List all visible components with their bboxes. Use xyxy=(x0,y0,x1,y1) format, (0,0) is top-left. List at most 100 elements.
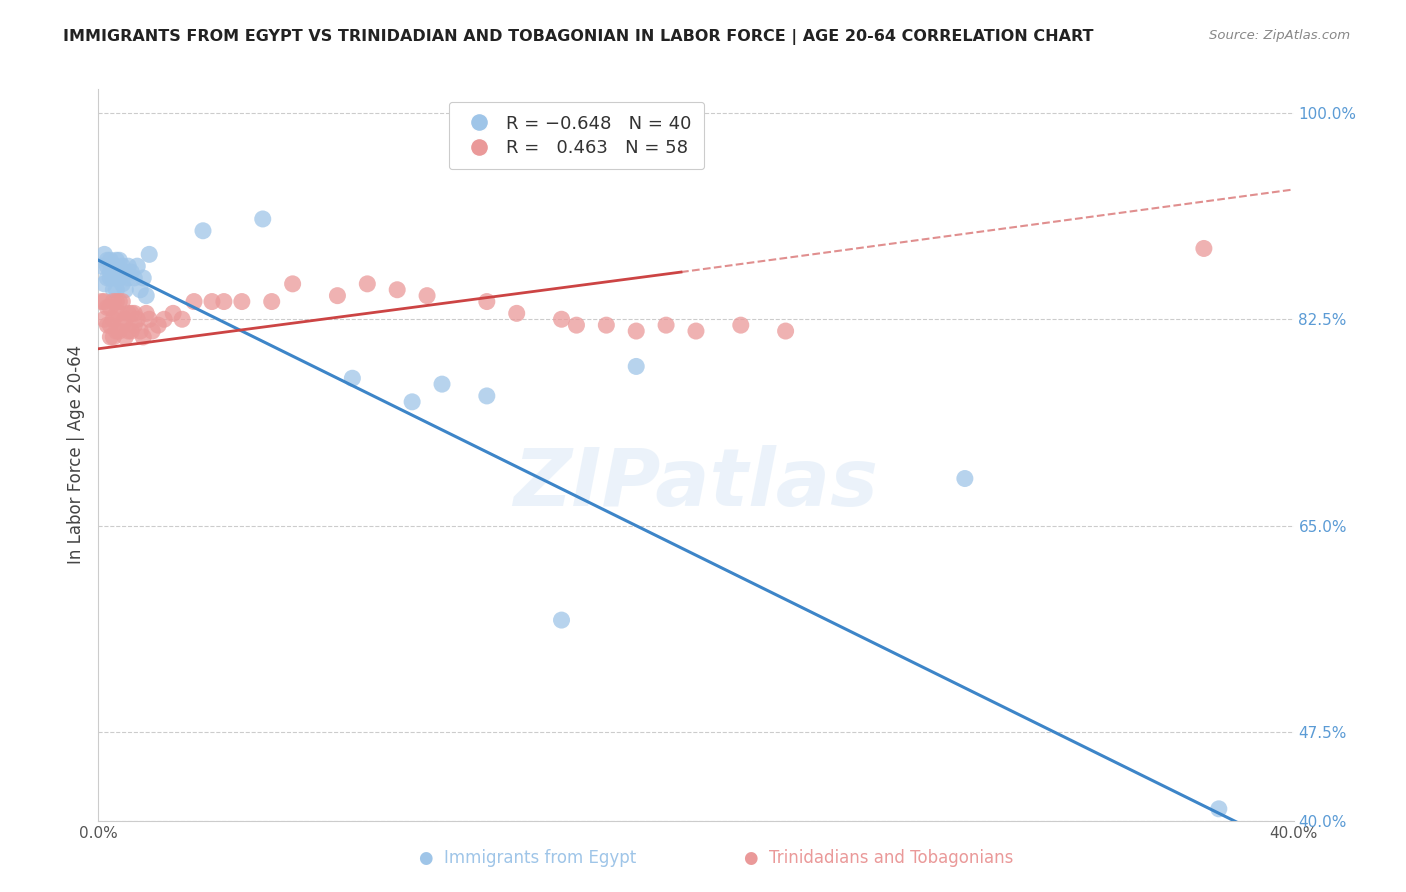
Point xyxy=(135,288,157,302)
Point xyxy=(93,312,115,326)
Point xyxy=(108,294,131,309)
Point xyxy=(103,330,125,344)
Point xyxy=(96,318,118,333)
Text: ●  Immigrants from Egypt: ● Immigrants from Egypt xyxy=(419,849,636,867)
Point xyxy=(135,306,157,320)
Point xyxy=(231,294,253,309)
Point xyxy=(105,253,128,268)
Point xyxy=(138,247,160,261)
Point xyxy=(108,271,131,285)
Point xyxy=(96,271,118,285)
Point xyxy=(201,294,224,309)
Point xyxy=(103,312,125,326)
Point xyxy=(141,324,163,338)
Point xyxy=(626,359,648,374)
Point xyxy=(326,288,349,302)
Point xyxy=(385,283,409,297)
Point xyxy=(281,277,304,291)
Point xyxy=(595,318,617,333)
Point xyxy=(124,271,146,285)
Point xyxy=(506,306,529,320)
Point xyxy=(98,265,122,279)
Point xyxy=(103,271,125,285)
Point xyxy=(401,394,423,409)
Point xyxy=(183,294,205,309)
Point xyxy=(127,312,149,326)
Point xyxy=(96,301,118,315)
Text: ZIPatlas: ZIPatlas xyxy=(513,445,879,524)
Point xyxy=(114,283,136,297)
Point xyxy=(356,277,378,291)
Point xyxy=(430,377,453,392)
Point xyxy=(416,288,439,302)
Text: Source: ZipAtlas.com: Source: ZipAtlas.com xyxy=(1209,29,1350,42)
Point xyxy=(114,265,136,279)
Point xyxy=(172,312,194,326)
Point xyxy=(103,259,125,273)
Text: ●  Trinidadians and Tobagonians: ● Trinidadians and Tobagonians xyxy=(744,849,1014,867)
Point xyxy=(132,330,155,344)
Point xyxy=(108,253,131,268)
Point xyxy=(98,253,122,268)
Point xyxy=(111,277,134,291)
Point xyxy=(730,318,752,333)
Y-axis label: In Labor Force | Age 20-64: In Labor Force | Age 20-64 xyxy=(66,345,84,565)
Point xyxy=(475,389,498,403)
Point xyxy=(105,283,128,297)
Point xyxy=(162,306,184,320)
Point xyxy=(153,312,176,326)
Point xyxy=(127,259,149,273)
Point xyxy=(1208,802,1230,816)
Point xyxy=(105,271,128,285)
Point xyxy=(565,318,588,333)
Point xyxy=(111,318,134,333)
Point xyxy=(111,259,134,273)
Point xyxy=(475,294,498,309)
Point xyxy=(550,312,572,326)
Point xyxy=(124,306,146,320)
Point xyxy=(117,271,139,285)
Point xyxy=(120,324,142,338)
Point xyxy=(655,318,678,333)
Point xyxy=(685,324,707,338)
Point xyxy=(108,324,131,338)
Point xyxy=(117,259,139,273)
Point xyxy=(117,324,139,338)
Point xyxy=(129,283,152,297)
Point xyxy=(260,294,283,309)
Point xyxy=(98,330,122,344)
Point xyxy=(148,318,170,333)
Point xyxy=(953,471,976,485)
Point xyxy=(132,271,155,285)
Point xyxy=(120,306,142,320)
Point xyxy=(105,294,128,309)
Point xyxy=(114,330,136,344)
Point xyxy=(90,259,112,273)
Point xyxy=(1192,242,1215,256)
Point xyxy=(98,271,122,285)
Point xyxy=(108,306,131,320)
Point xyxy=(98,318,122,333)
Point xyxy=(120,265,142,279)
Point xyxy=(96,259,118,273)
Point xyxy=(93,247,115,261)
Point xyxy=(252,211,274,226)
Point xyxy=(550,613,572,627)
Point xyxy=(93,294,115,309)
Point xyxy=(93,277,115,291)
Point xyxy=(124,318,146,333)
Point xyxy=(111,294,134,309)
Point xyxy=(103,283,125,297)
Point xyxy=(90,294,112,309)
Point xyxy=(138,312,160,326)
Text: IMMIGRANTS FROM EGYPT VS TRINIDADIAN AND TOBAGONIAN IN LABOR FORCE | AGE 20-64 C: IMMIGRANTS FROM EGYPT VS TRINIDADIAN AND… xyxy=(63,29,1094,45)
Point xyxy=(96,253,118,268)
Point xyxy=(129,324,152,338)
Point xyxy=(626,324,648,338)
Legend: R = −0.648   N = 40, R =   0.463   N = 58: R = −0.648 N = 40, R = 0.463 N = 58 xyxy=(449,102,704,169)
Point xyxy=(103,294,125,309)
Point xyxy=(342,371,364,385)
Point xyxy=(105,306,128,320)
Point xyxy=(775,324,797,338)
Point xyxy=(114,312,136,326)
